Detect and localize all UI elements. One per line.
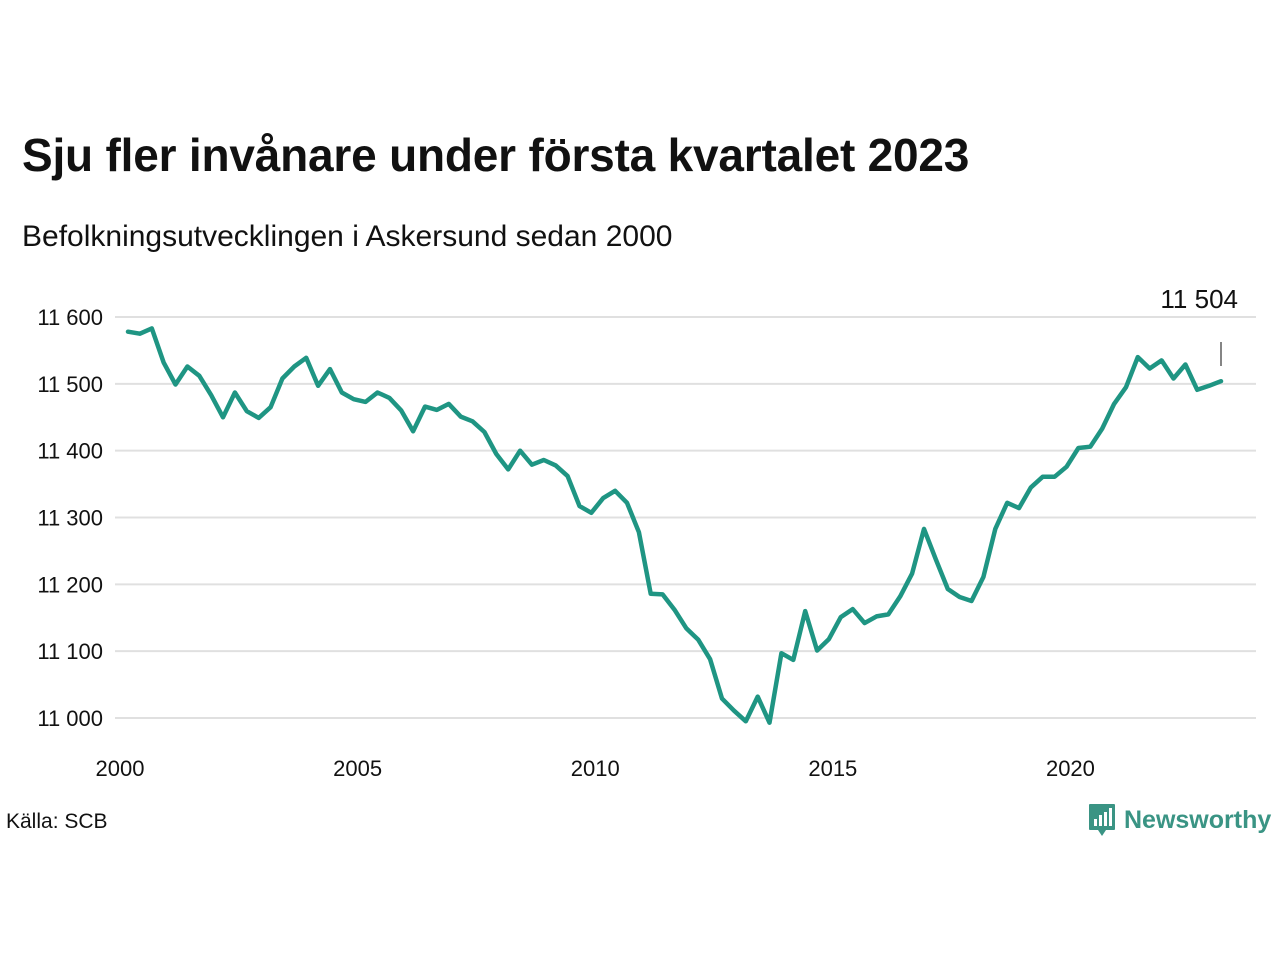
- last-value-label: 11 504: [1160, 284, 1238, 314]
- chart-title: Sju fler invånare under första kvartalet…: [22, 129, 970, 181]
- y-tick-label: 11 500: [37, 372, 103, 397]
- x-tick-label: 2000: [96, 756, 145, 781]
- source-note: Källa: SCB: [6, 810, 108, 833]
- newsworthy-logo-icon: [1089, 804, 1115, 836]
- series-line: [125, 326, 1224, 725]
- x-tick-label: 2005: [333, 756, 382, 781]
- y-tick-label: 11 000: [37, 706, 103, 731]
- y-tick-label: 11 600: [37, 305, 103, 330]
- y-tick-label: 11 300: [37, 506, 103, 531]
- y-axis-tick-labels: 11 000 11 100 11 200 11 300 11 400 11 500 11 6…: [37, 305, 103, 731]
- y-tick-label: 11 100: [37, 639, 103, 664]
- chart-subtitle: Befolkningsutvecklingen i Askersund seda…: [22, 220, 673, 253]
- series-line-group: [125, 326, 1224, 725]
- y-tick-label: 11 200: [37, 572, 103, 597]
- x-tick-label: 2020: [1046, 756, 1095, 781]
- brand-logo[interactable]: Newsworthy: [1088, 803, 1271, 837]
- gridlines: [115, 316, 1256, 719]
- x-axis-tick-labels: 2000 2005 2010 2015 2020: [96, 756, 1095, 781]
- x-tick-label: 2015: [808, 756, 857, 781]
- x-tick-label: 2010: [571, 756, 620, 781]
- y-tick-label: 11 400: [37, 439, 103, 464]
- annotations: 11 504: [1160, 284, 1238, 366]
- brand-name: Newsworthy: [1124, 805, 1272, 834]
